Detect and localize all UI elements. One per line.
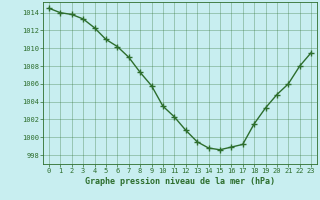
X-axis label: Graphe pression niveau de la mer (hPa): Graphe pression niveau de la mer (hPa) (85, 177, 275, 186)
